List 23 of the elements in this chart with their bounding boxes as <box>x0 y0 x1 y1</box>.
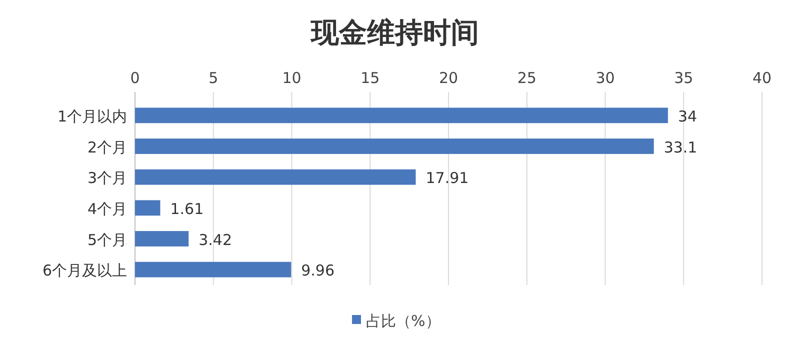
data-label: 3.42 <box>198 230 232 249</box>
title: 现金维持时间 <box>311 16 479 49</box>
tick-label: 40 <box>752 69 772 87</box>
legend-label: 占比（%） <box>366 312 440 330</box>
category-label: 3个月 <box>87 169 127 188</box>
tick-label: 0 <box>130 69 140 87</box>
tick-label: 35 <box>674 69 694 87</box>
category-label: 1个月以内 <box>57 107 127 126</box>
data-label: 17.91 <box>426 169 469 188</box>
category-label: 2个月 <box>87 138 127 156</box>
category-label: 5个月 <box>87 230 127 249</box>
category-label: 4个月 <box>87 200 127 218</box>
data-label: 9.96 <box>301 262 335 280</box>
tick-label: 30 <box>596 69 615 87</box>
tick-label: 5 <box>208 69 218 87</box>
tick-label: 25 <box>517 69 536 87</box>
data-label: 1.61 <box>170 200 204 218</box>
data-label: 34 <box>678 107 698 126</box>
tick-label: 15 <box>360 69 380 87</box>
tick-label: 20 <box>438 69 458 87</box>
data-label: 33.1 <box>664 138 698 156</box>
tick-label: 10 <box>282 69 302 87</box>
category-label: 6个月及以上 <box>42 262 127 280</box>
